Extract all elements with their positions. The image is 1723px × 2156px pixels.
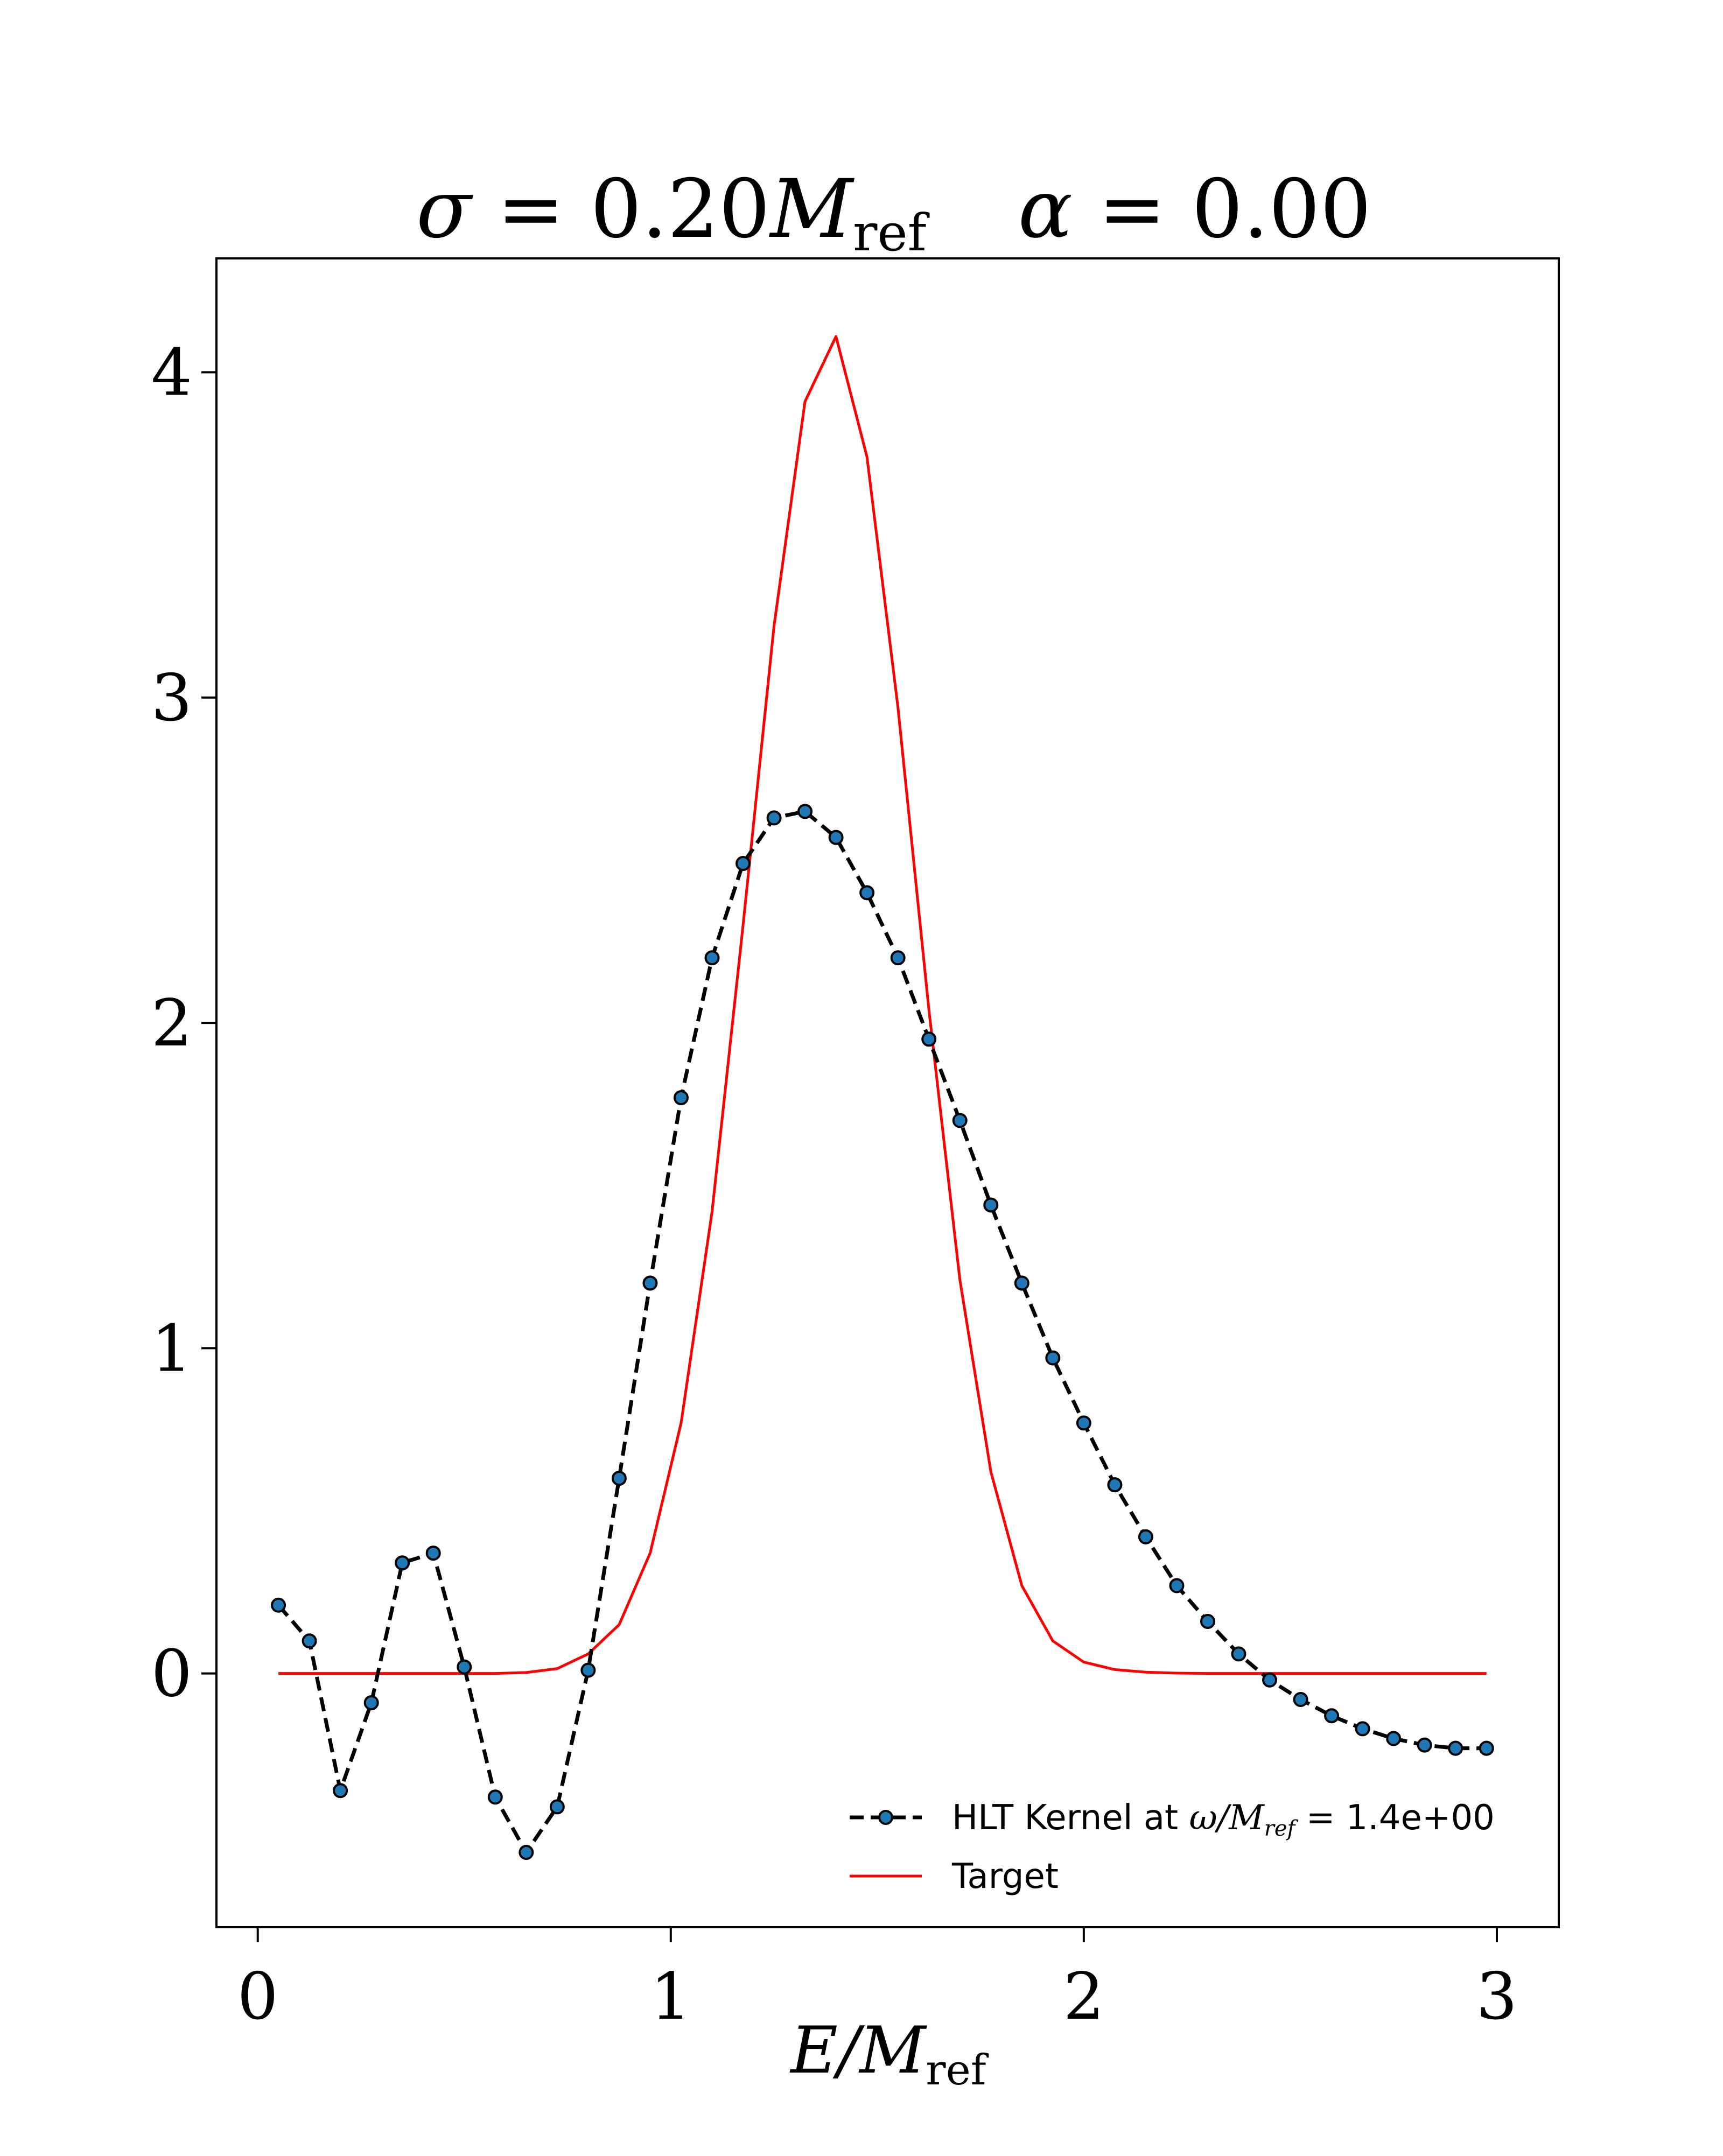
kernel-point xyxy=(1324,1708,1340,1724)
kernel-point xyxy=(828,830,844,845)
kernel-point xyxy=(1045,1350,1061,1366)
x-tick-label: 2 xyxy=(1063,1960,1104,2034)
kernel-point xyxy=(457,1659,472,1675)
legend-kernel-suffix: = 1.4e+00 xyxy=(1295,1798,1495,1838)
y-tick-label: 2 xyxy=(151,986,192,1061)
title-unit-main: M xyxy=(768,163,855,256)
kernel-point xyxy=(859,885,875,901)
legend-kernel-prefix: HLT Kernel at xyxy=(952,1798,1189,1838)
series-hlt-kernel xyxy=(271,804,1494,1860)
legend-kernel-label: HLT Kernel at ω/Mref = 1.4e+00 xyxy=(952,1798,1495,1841)
kernel-point xyxy=(1107,1477,1123,1493)
kernel-point xyxy=(1138,1529,1153,1544)
kernel-point xyxy=(519,1845,534,1860)
kernel-point xyxy=(673,1090,689,1106)
kernel-point xyxy=(271,1597,286,1613)
kernel-point xyxy=(363,1695,379,1711)
y-axis-ticks: 0 1 2 3 4 xyxy=(151,336,216,1712)
kernel-point xyxy=(395,1555,410,1571)
x-axis-label-sub: ref xyxy=(926,2046,989,2095)
y-tick-label: 1 xyxy=(151,1311,192,1386)
x-axis-label: E/Mref xyxy=(789,2013,989,2095)
title-alpha-symbol: α xyxy=(1018,163,1073,256)
x-tick-label: 1 xyxy=(650,1960,691,2034)
kernel-line xyxy=(277,809,1487,1855)
kernel-point xyxy=(487,1789,503,1805)
x-tick-label: 3 xyxy=(1476,1960,1517,2034)
kernel-point xyxy=(302,1633,317,1649)
kernel-point xyxy=(1293,1691,1308,1707)
kernel-point xyxy=(425,1546,441,1561)
kernel-point xyxy=(952,1113,968,1128)
target-line xyxy=(278,335,1487,1675)
kernel-point xyxy=(797,804,813,819)
kernel-point xyxy=(1386,1731,1402,1746)
kernel-point xyxy=(580,1662,596,1678)
title-sigma-value: = 0.20 xyxy=(471,163,770,256)
legend-kernel-math: ω/M xyxy=(1189,1798,1265,1838)
kernel-point xyxy=(736,855,751,871)
kernel-point xyxy=(890,950,906,966)
x-axis-label-main: E/M xyxy=(789,2013,927,2088)
kernel-point xyxy=(766,810,782,826)
legend-kernel-marker xyxy=(878,1810,893,1825)
plot-frame xyxy=(215,257,1560,1928)
kernel-point xyxy=(1479,1740,1494,1756)
kernel-point xyxy=(1355,1721,1370,1737)
kernel-point xyxy=(611,1471,627,1486)
x-axis-ticks: 0 1 2 3 xyxy=(237,1927,1517,2034)
legend: HLT Kernel at ω/Mref = 1.4e+00 Target xyxy=(850,1798,1495,1897)
kernel-point xyxy=(704,950,720,966)
kernel-point xyxy=(1231,1646,1246,1662)
legend-target-label: Target xyxy=(951,1857,1059,1897)
kernel-point xyxy=(1200,1613,1215,1629)
y-tick-label: 3 xyxy=(151,661,192,736)
kernel-point xyxy=(1076,1415,1091,1431)
title-sigma-symbol: σ xyxy=(416,163,473,256)
y-tick-label: 4 xyxy=(151,336,192,411)
y-tick-label: 0 xyxy=(151,1637,192,1712)
kernel-point xyxy=(921,1031,937,1047)
x-tick-label: 0 xyxy=(237,1960,278,2034)
legend-kernel-sub: ref xyxy=(1264,1816,1299,1841)
kernel-point xyxy=(1262,1672,1278,1688)
series-target xyxy=(278,335,1487,1675)
kernel-point xyxy=(1448,1740,1463,1756)
chart-title: σ = 0.20Mref α = 0.00 xyxy=(416,163,1371,263)
kernel-point xyxy=(983,1197,999,1213)
title-unit-sub: ref xyxy=(853,203,930,263)
kernel-point xyxy=(642,1275,658,1291)
kernel-point xyxy=(1169,1578,1185,1593)
kernel-point xyxy=(333,1783,348,1799)
kernel-point xyxy=(1014,1275,1029,1291)
kernel-point xyxy=(1417,1737,1432,1753)
kernel-point xyxy=(549,1799,565,1815)
title-alpha-value: = 0.00 xyxy=(1073,163,1371,256)
